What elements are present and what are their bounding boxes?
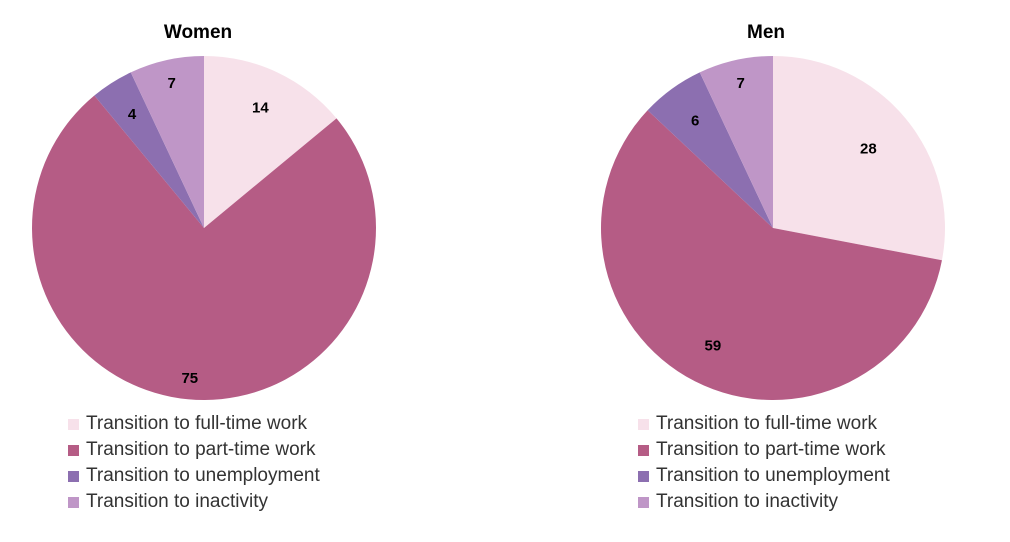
men-chart-title: Men	[747, 22, 785, 43]
legend-item-inactivity: Transition to inactivity	[68, 489, 320, 515]
legend-label: Transition to full-time work	[86, 413, 308, 434]
pie-slice-inactivity	[699, 56, 773, 228]
legend-swatch-inactivity	[68, 496, 79, 508]
men-pie-chart: 28 59 6 7	[600, 56, 945, 401]
women-chart-title: Women	[163, 22, 233, 43]
legend-label: Transition to unemployment	[656, 465, 890, 486]
pie-slice-inactivity	[130, 56, 204, 228]
legend-label: Transition to part-time work	[86, 439, 316, 460]
legend-swatch-unemployment	[68, 470, 79, 482]
slice-label-inactivity: 7	[168, 75, 176, 92]
legend-label: Transition to part-time work	[656, 439, 886, 460]
pie-slice-unemployment	[647, 72, 773, 229]
legend-swatch-unemployment	[638, 470, 649, 482]
men-legend: Transition to full-time work Transition …	[638, 411, 890, 515]
women-pie-panel: Women 14 75 4 7 Transition to full-time wor…	[0, 0, 420, 542]
slice-label-inactivity: 7	[737, 75, 745, 92]
legend-item-inactivity: Transition to inactivity	[638, 489, 890, 515]
legend-label: Transition to full-time work	[656, 413, 878, 434]
pie-slice-unemployment	[94, 72, 204, 229]
slice-label-unemployment: 6	[691, 112, 699, 129]
women-legend: Transition to full-time work Transition …	[68, 411, 320, 515]
pie-slice-part-time	[600, 110, 942, 401]
legend-label: Transition to inactivity	[656, 491, 838, 512]
pie-slice-part-time	[32, 95, 377, 400]
women-pie-chart: 14 75 4 7	[32, 56, 377, 400]
slice-label-full-time: 28	[860, 141, 877, 158]
legend-item-part-time: Transition to part-time work	[68, 437, 320, 463]
slice-label-full-time: 14	[252, 100, 269, 117]
men-pie-panel: Men 28 59 6 7 Transition to full-time work …	[570, 0, 990, 542]
legend-item-unemployment: Transition to unemployment	[68, 463, 320, 489]
legend-label: Transition to inactivity	[86, 491, 268, 512]
pie-slice-full-time	[204, 56, 337, 228]
legend-swatch-inactivity	[638, 496, 649, 508]
slice-label-part-time: 75	[181, 370, 198, 387]
legend-swatch-full-time	[68, 418, 79, 430]
pie-slice-full-time	[773, 56, 945, 261]
legend-item-unemployment: Transition to unemployment	[638, 463, 890, 489]
legend-label: Transition to unemployment	[86, 465, 320, 486]
legend-item-part-time: Transition to part-time work	[638, 437, 890, 463]
slice-label-unemployment: 4	[128, 106, 137, 123]
legend-swatch-part-time	[638, 444, 649, 456]
slice-label-part-time: 59	[705, 338, 722, 355]
legend-swatch-part-time	[68, 444, 79, 456]
legend-swatch-full-time	[638, 418, 649, 430]
legend-item-full-time: Transition to full-time work	[68, 411, 320, 437]
legend-item-full-time: Transition to full-time work	[638, 411, 890, 437]
